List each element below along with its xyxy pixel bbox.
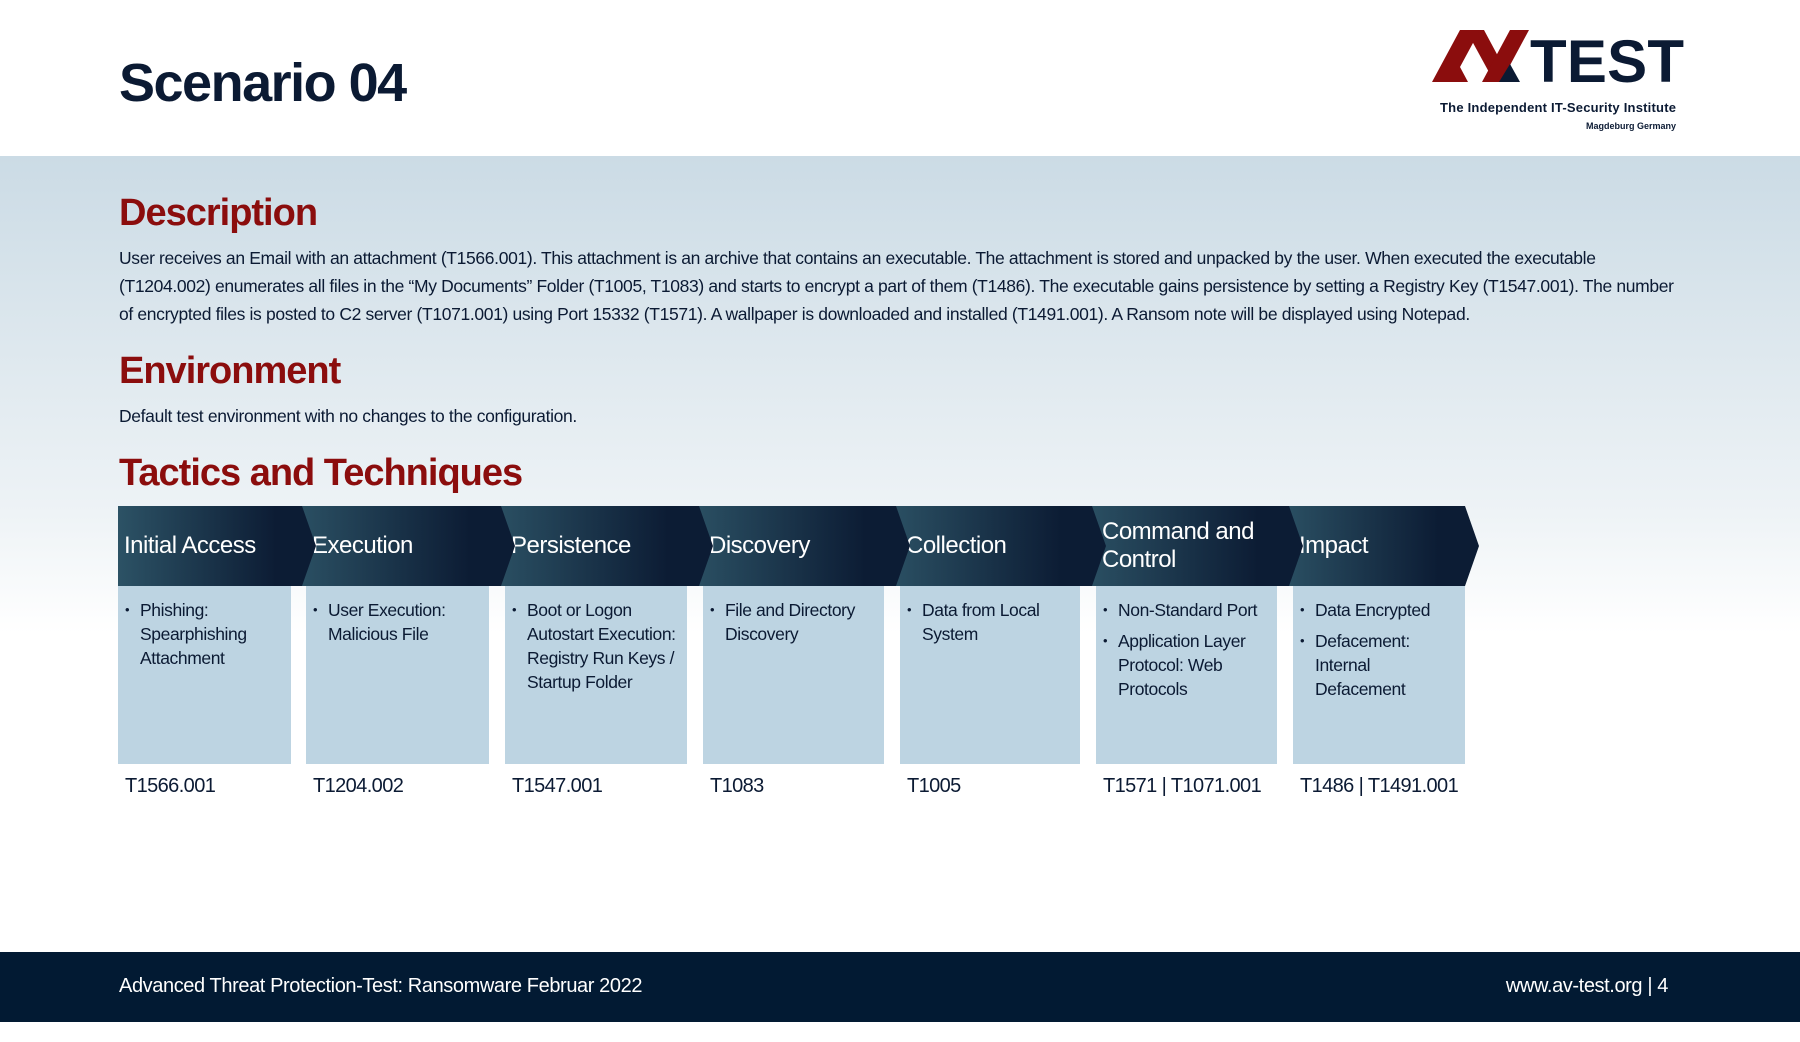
svg-text:TEST: TEST bbox=[1530, 30, 1684, 95]
technique-item: Data from Local System bbox=[907, 598, 1074, 646]
technique-codes: T1486 | T1491.001 bbox=[1300, 775, 1459, 797]
tactic-header: Persistence bbox=[489, 506, 713, 586]
tactic-column: File and Directory Discovery T1083 bbox=[703, 586, 884, 798]
technique-cell: Non-Standard Port Application Layer Proto… bbox=[1096, 586, 1277, 764]
description-text: User receives an Email with an attachmen… bbox=[119, 248, 1674, 324]
technique-cell: File and Directory Discovery bbox=[703, 586, 884, 764]
tactic-column: Non-Standard Port Application Layer Proto… bbox=[1096, 586, 1277, 798]
tactic-column: User Execution: Malicious File T1204.002 bbox=[306, 586, 489, 798]
technique-codes: T1204.002 bbox=[313, 775, 404, 797]
tactic-label: Collection bbox=[906, 532, 1007, 559]
tactic-column: Data from Local System T1005 bbox=[900, 586, 1080, 798]
svg-text:The Independent IT-Security In: The Independent IT-Security Institute bbox=[1440, 100, 1676, 115]
technique-codes: T1083 bbox=[710, 775, 764, 797]
environment-text: Default test environment with no changes… bbox=[119, 406, 577, 426]
technique-item: Non-Standard Port bbox=[1103, 598, 1271, 622]
technique-codes: T1547.001 bbox=[512, 775, 603, 797]
technique-item: Boot or Logon Autostart Execution: Regis… bbox=[512, 598, 681, 694]
tactics-heading: Tactics and Techniques bbox=[119, 452, 523, 494]
technique-cell: User Execution: Malicious File bbox=[306, 586, 489, 764]
av-test-logo: TEST The Independent IT-Security Institu… bbox=[1432, 30, 1684, 131]
tactic-label: Execution bbox=[312, 532, 413, 559]
content: Description User receives an Email with … bbox=[118, 190, 1689, 806]
tactic-header: Discovery bbox=[687, 506, 910, 586]
tactic-label: Initial Access bbox=[124, 532, 256, 559]
tactic-label: Command and Control bbox=[1102, 518, 1254, 573]
technique-codes: T1005 bbox=[907, 775, 961, 797]
tactic-column: Phishing: Spearphishing Attachment T1566.… bbox=[118, 586, 291, 798]
tactic-label: Impact bbox=[1299, 532, 1369, 559]
tactic-header: Collection bbox=[884, 506, 1106, 586]
technique-item: File and Directory Discovery bbox=[710, 598, 878, 646]
tactic-header: Impact bbox=[1277, 506, 1479, 586]
footer-title: Advanced Threat Protection-Test: Ransomw… bbox=[119, 975, 643, 997]
tactic-header: Initial Access bbox=[118, 506, 316, 586]
technique-item: Defacement: Internal Defacement bbox=[1300, 629, 1459, 701]
technique-item: User Execution: Malicious File bbox=[313, 598, 483, 646]
tactics-flow: Initial Access Phishing: Spearphishing At… bbox=[118, 506, 1689, 806]
technique-codes: T1571 | T1071.001 bbox=[1103, 775, 1262, 797]
environment-heading: Environment bbox=[119, 350, 341, 392]
tactic-header: Command and Control bbox=[1080, 506, 1303, 586]
page-title: Scenario 04 bbox=[119, 53, 407, 113]
technique-cell: Phishing: Spearphishing Attachment bbox=[118, 586, 291, 764]
technique-item: Phishing: Spearphishing Attachment bbox=[125, 598, 285, 670]
technique-cell: Boot or Logon Autostart Execution: Regis… bbox=[505, 586, 687, 764]
technique-cell: Data Encrypted Defacement: Internal Defac… bbox=[1293, 586, 1465, 764]
tactic-label: Discovery bbox=[709, 532, 810, 559]
tactic-label: Persistence bbox=[511, 532, 631, 559]
slide-header: Scenario 04 TEST The Independent IT-Secu… bbox=[0, 0, 1800, 156]
footer: Advanced Threat Protection-Test: Ransomw… bbox=[0, 952, 1800, 1022]
tactic-column: Boot or Logon Autostart Execution: Regis… bbox=[505, 586, 687, 798]
technique-item: Data Encrypted bbox=[1300, 598, 1459, 622]
footer-page: www.av-test.org | 4 bbox=[1505, 975, 1669, 997]
svg-text:Magdeburg Germany: Magdeburg Germany bbox=[1586, 121, 1676, 131]
technique-item: Application Layer Protocol: Web Protocol… bbox=[1103, 629, 1271, 701]
tactic-column: Data Encrypted Defacement: Internal Defac… bbox=[1293, 586, 1465, 798]
tactic-header: Execution bbox=[291, 506, 515, 586]
description-heading: Description bbox=[119, 192, 318, 234]
technique-codes: T1566.001 bbox=[125, 775, 216, 797]
technique-cell: Data from Local System bbox=[900, 586, 1080, 764]
